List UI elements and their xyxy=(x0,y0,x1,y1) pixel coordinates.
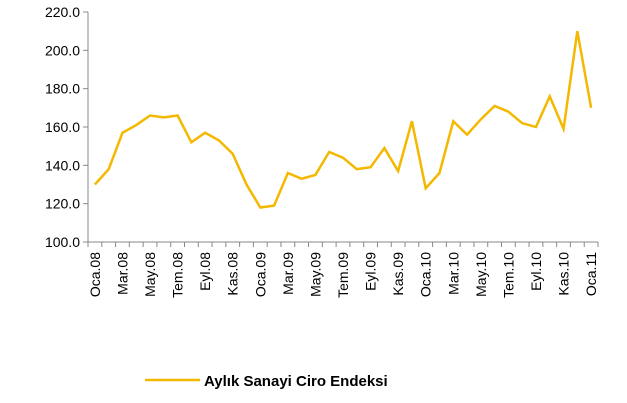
x-tick-label: Mar.09 xyxy=(280,252,296,295)
line xyxy=(93,30,593,209)
x-tick-label: Kas.09 xyxy=(390,252,406,296)
x-tick-label: Kas.10 xyxy=(556,252,572,296)
legend-text: Aylık Sanayi Ciro Endeksi xyxy=(204,373,388,390)
x-tick-label: Oca.09 xyxy=(252,252,268,297)
y-tick-label: 160.0 xyxy=(45,119,80,135)
x-tick-label: Oca.08 xyxy=(87,252,103,297)
y-tick-label: 120.0 xyxy=(45,196,80,212)
x-tick-label: Oca.11 xyxy=(583,252,599,296)
x-tick-label: May.09 xyxy=(307,252,323,297)
x-tick-label: Tem.09 xyxy=(335,252,351,298)
x-tick-label: Tem.08 xyxy=(170,252,186,298)
x-tick-label: Tem.10 xyxy=(500,252,516,298)
x-tick-label: Mar.10 xyxy=(445,252,461,295)
x-tick-label: Mar.08 xyxy=(114,252,130,295)
x-tick-label: Eyl.10 xyxy=(528,252,544,291)
y-tick-label: 100.0 xyxy=(45,234,80,250)
x-tick-label: Eyl.08 xyxy=(197,252,213,291)
x-tick-label: Kas.08 xyxy=(225,252,241,296)
x-tick-label: Oca.10 xyxy=(418,252,434,297)
x-tick-label: May.08 xyxy=(142,252,158,297)
y-tick-label: 180.0 xyxy=(45,81,80,97)
x-tick-label: May.10 xyxy=(473,252,489,297)
y-tick-label: 140.0 xyxy=(45,157,80,173)
y-tick-label: 220.0 xyxy=(45,4,80,20)
y-tick-label: 200.0 xyxy=(45,42,80,58)
x-tick-label: Eyl.09 xyxy=(363,252,379,291)
